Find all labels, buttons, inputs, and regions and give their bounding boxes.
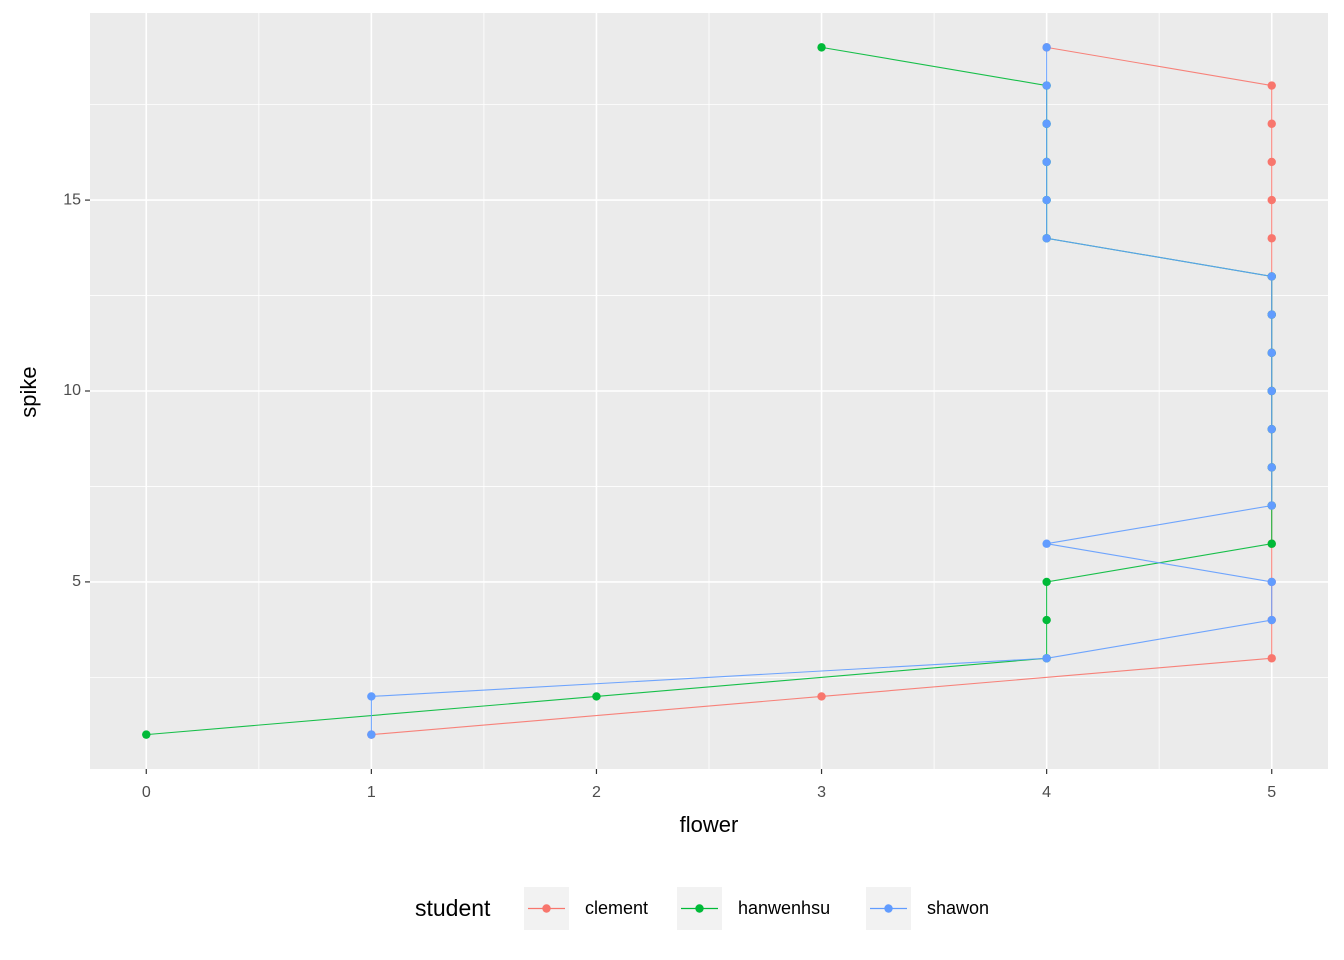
point: [817, 692, 826, 701]
point: [1267, 195, 1276, 205]
legend-label: shawon: [927, 898, 989, 918]
point: [1267, 119, 1276, 128]
point: [367, 730, 376, 739]
point: [1267, 654, 1276, 663]
legend-key-point: [884, 904, 893, 913]
point: [1042, 157, 1051, 167]
point: [1267, 157, 1276, 167]
point: [1267, 577, 1276, 587]
legend-key-point: [695, 904, 704, 913]
x-axis-title: flower: [680, 812, 739, 837]
point: [592, 692, 601, 701]
point: [367, 692, 376, 701]
point: [1267, 272, 1276, 281]
x-tick-label: 5: [1267, 784, 1276, 801]
point: [1267, 424, 1276, 434]
point: [1267, 386, 1276, 396]
point: [1267, 501, 1276, 510]
x-tick-label: 2: [592, 784, 601, 801]
legend-title: student: [415, 895, 491, 921]
point: [1042, 195, 1051, 205]
point: [1042, 654, 1051, 663]
point: [1267, 81, 1276, 90]
y-tick-label: 5: [72, 573, 81, 590]
point: [1042, 81, 1051, 90]
x-tick-label: 3: [817, 784, 826, 801]
x-tick-label: 0: [142, 784, 151, 801]
legend-key-point: [542, 904, 551, 913]
point: [1267, 539, 1276, 548]
point: [1042, 615, 1051, 625]
y-tick-label: 10: [63, 382, 81, 399]
axes: 0 1 2 3 4 5 5 10 15: [63, 191, 1276, 801]
point: [1267, 310, 1276, 319]
legend: student clement hanwenhsu shawon: [415, 887, 989, 930]
point: [817, 43, 826, 52]
legend-label: hanwenhsu: [738, 898, 830, 918]
x-tick-label: 4: [1042, 784, 1051, 801]
point: [1042, 539, 1051, 548]
x-tick-label: 1: [367, 784, 376, 801]
point: [1042, 577, 1051, 587]
point: [1267, 348, 1276, 358]
point: [142, 730, 151, 739]
point: [1042, 119, 1051, 128]
y-axis-title: spike: [16, 366, 41, 417]
points: [142, 43, 1276, 739]
y-tick-label: 15: [63, 191, 81, 208]
point: [1042, 234, 1051, 243]
point: [1042, 43, 1051, 52]
legend-label: clement: [585, 898, 648, 918]
point: [1267, 615, 1276, 625]
point: [1267, 463, 1276, 472]
point: [1267, 234, 1276, 243]
